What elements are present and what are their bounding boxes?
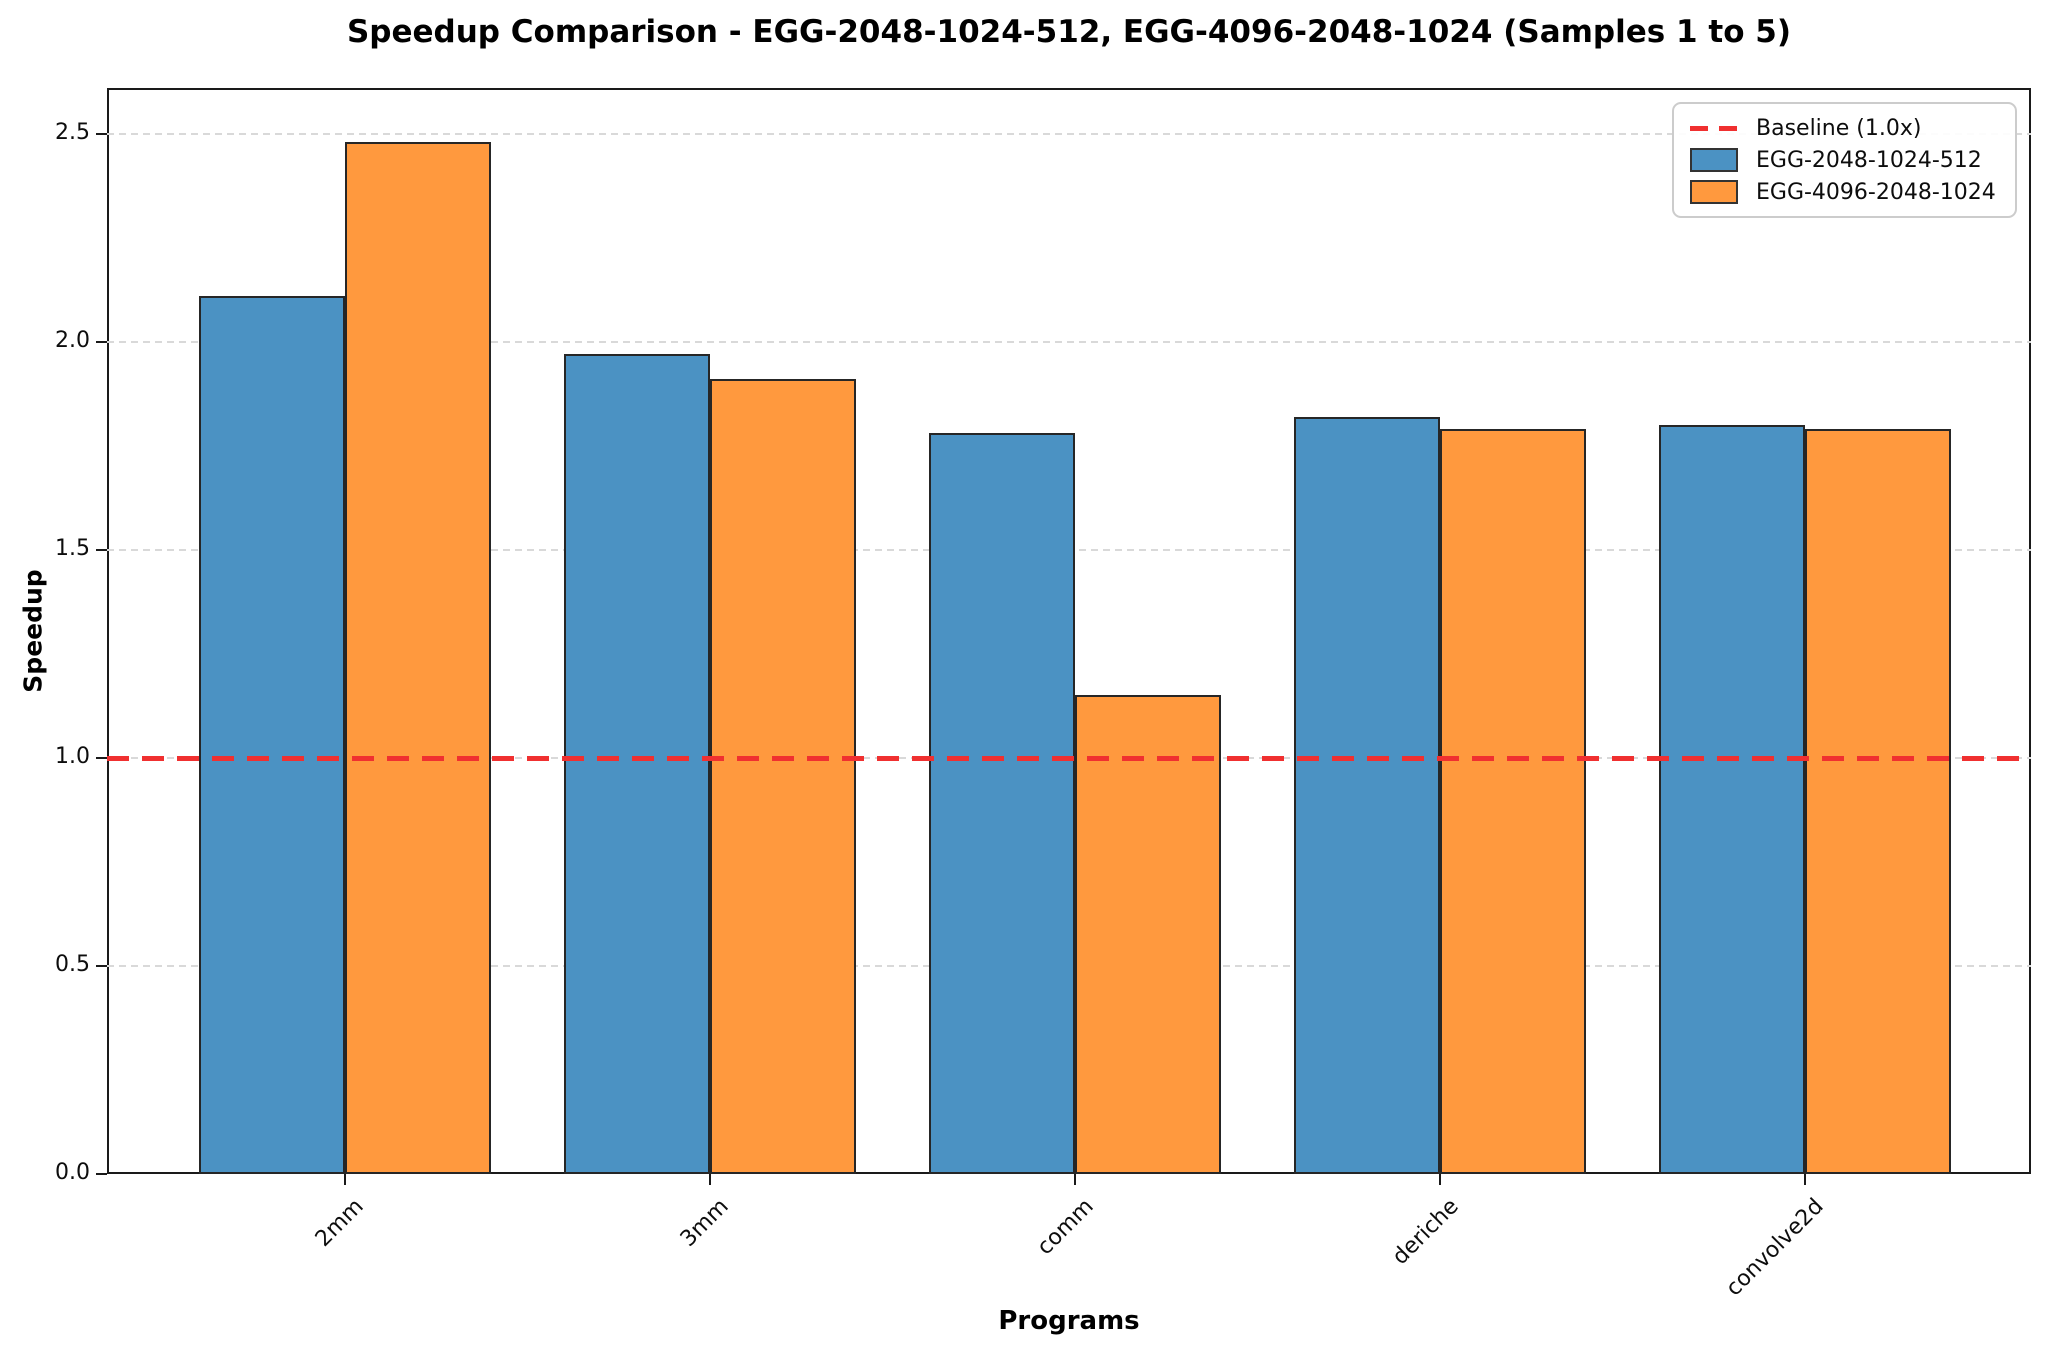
- x-tick-convolve2d: [1804, 1174, 1807, 1185]
- y-axis-label: Speedup: [18, 569, 48, 693]
- y-tick-0.5: [96, 964, 107, 967]
- legend-label: EGG-4096-2048-1024: [1756, 179, 1996, 205]
- bar-EGG-4096-2048-1024-2mm: [344, 142, 491, 1174]
- y-tick-2: [96, 340, 107, 343]
- x-axis-label: Programs: [998, 1306, 1140, 1336]
- y-tick-label: 0.5: [55, 951, 90, 977]
- x-tick-comm: [1074, 1174, 1077, 1185]
- legend-label: EGG-2048-1024-512: [1756, 147, 1982, 173]
- legend-row-EGG-2048-1024-512: EGG-2048-1024-512: [1690, 148, 1999, 173]
- x-tick-deriche: [1439, 1174, 1442, 1185]
- x-tick-label-comm: comm: [1032, 1194, 1099, 1261]
- x-tick-2mm: [343, 1174, 346, 1185]
- bar-EGG-4096-2048-1024-convolve2d: [1805, 429, 1952, 1174]
- baseline-line: [107, 755, 2031, 761]
- x-tick-3mm: [709, 1174, 712, 1185]
- legend-swatch-icon: [1690, 148, 1738, 172]
- bar-EGG-2048-1024-512-convolve2d: [1659, 425, 1806, 1174]
- legend-label: Baseline (1.0x): [1756, 115, 1922, 141]
- legend-row-baseline: Baseline (1.0x): [1690, 116, 1999, 141]
- legend-swatch-icon: [1690, 180, 1738, 204]
- x-tick-label-3mm: 3mm: [675, 1194, 734, 1252]
- x-tick-label-convolve2d: convolve2d: [1721, 1194, 1829, 1302]
- bar-EGG-2048-1024-512-comm: [929, 433, 1076, 1174]
- legend-baseline-dash-icon: [1690, 125, 1738, 131]
- bar-EGG-2048-1024-512-deriche: [1294, 416, 1441, 1174]
- y-tick-label: 1.5: [55, 535, 90, 561]
- y-tick-label: 2.5: [55, 119, 90, 145]
- y-tick-2.5: [96, 132, 107, 135]
- y-tick-label: 0.0: [55, 1160, 90, 1185]
- bar-EGG-2048-1024-512-3mm: [564, 354, 711, 1174]
- bar-EGG-4096-2048-1024-3mm: [710, 379, 857, 1174]
- bar-EGG-4096-2048-1024-comm: [1075, 695, 1222, 1174]
- y-tick-label: 1.0: [55, 743, 90, 769]
- y-tick-0: [96, 1173, 107, 1175]
- chart-title: Speedup Comparison - EGG-2048-1024-512, …: [346, 14, 1792, 50]
- bar-EGG-4096-2048-1024-deriche: [1440, 429, 1587, 1174]
- legend: Baseline (1.0x) EGG-2048-1024-512 EGG-4096…: [1672, 102, 2017, 218]
- y-tick-1.5: [96, 548, 107, 551]
- gridline-2: [107, 340, 2031, 343]
- y-tick-1: [96, 756, 107, 759]
- legend-row-EGG-4096-2048-1024: EGG-4096-2048-1024: [1690, 180, 1999, 205]
- y-tick-label: 2.0: [55, 327, 90, 353]
- x-tick-label-deriche: deriche: [1388, 1194, 1464, 1270]
- bar-EGG-2048-1024-512-2mm: [198, 296, 345, 1174]
- x-tick-label-2mm: 2mm: [310, 1194, 369, 1252]
- gridline-2.5: [107, 132, 2031, 135]
